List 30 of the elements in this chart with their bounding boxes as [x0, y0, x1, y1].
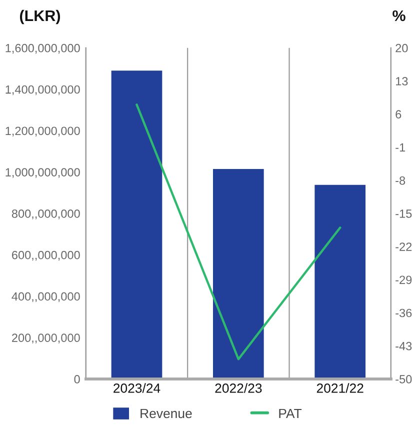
y-axis-title: (LKR) — [20, 10, 60, 24]
y2-tick-label: -1 — [396, 143, 406, 152]
x-tick-label: 2023/24 — [114, 383, 160, 393]
y-tick-label: 200,,000,000 — [12, 334, 80, 344]
bar — [314, 184, 366, 379]
y-tick-label: 1,400,000,000 — [6, 85, 80, 96]
y2-tick-label: -36 — [396, 308, 412, 318]
legend-label: Revenue — [140, 408, 192, 418]
bar — [111, 70, 162, 379]
x-tick-label: 2022/23 — [215, 383, 262, 393]
y2-tick-label: 6 — [396, 110, 402, 119]
y-tick-label: 600,,000,000 — [12, 250, 80, 261]
x-tick-label: 2021/22 — [316, 383, 364, 393]
y2-tick-label: 20 — [396, 44, 408, 52]
bar — [213, 168, 264, 379]
y-tick-label: 1,200,000,000 — [6, 126, 80, 136]
y2-tick-label: 13 — [396, 77, 408, 86]
y2-tick-label: -15 — [396, 210, 412, 218]
y2-tick-label: -50 — [396, 375, 412, 384]
y-tick-label: 1,600,000,000 — [6, 44, 80, 54]
y2-tick-label: -29 — [396, 276, 412, 284]
legend-label: PAT — [279, 408, 302, 418]
y-tick-label: 400,,000,000 — [12, 292, 80, 302]
y2-tick-label: -43 — [396, 342, 412, 350]
y2-tick-label: -22 — [396, 242, 412, 251]
y-tick-label: 0 — [74, 375, 80, 384]
y2-tick-label: -8 — [396, 176, 406, 185]
y-tick-label: 1,000,000,000 — [6, 168, 80, 178]
y2-axis-title: % — [392, 10, 406, 22]
y-tick-label: 800,,000,000 — [12, 209, 80, 220]
